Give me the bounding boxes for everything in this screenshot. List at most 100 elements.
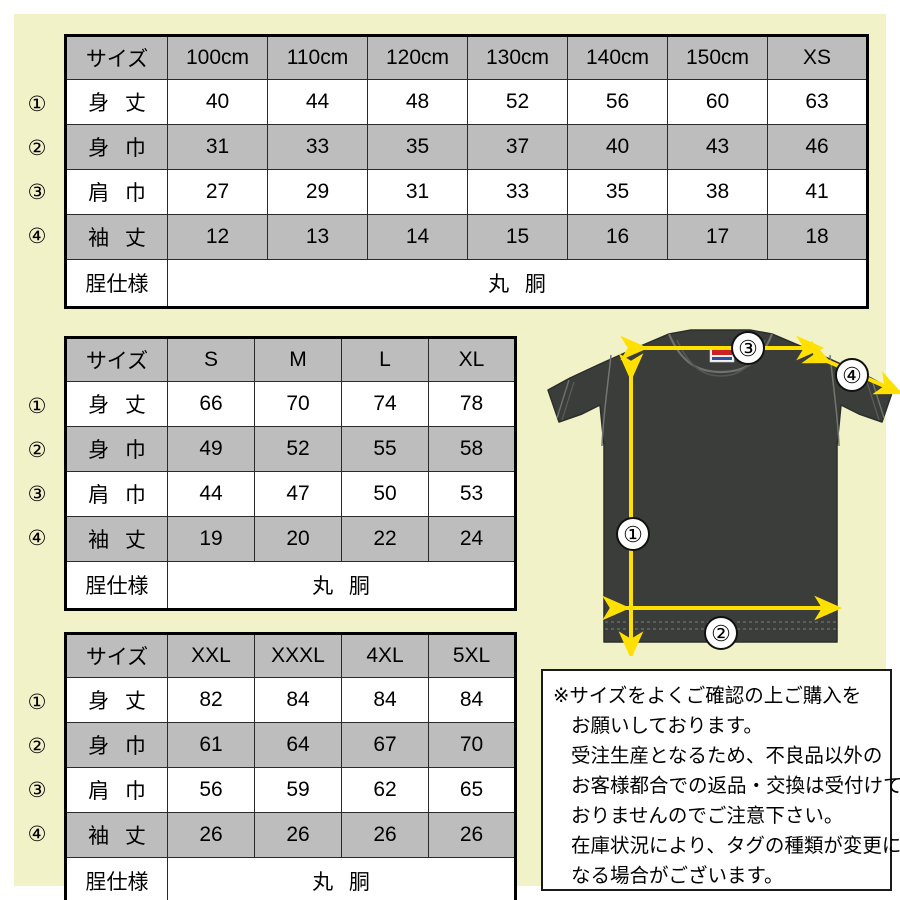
cell-r0-c2: 74: [341, 381, 429, 427]
header-col-6: XS: [767, 35, 868, 80]
table-row-side-spec: 脭仕様 丸 胴: [65, 259, 868, 308]
marker-column-table-1: ① ② ③ ④: [20, 76, 64, 266]
cell-r0-c1: 44: [267, 79, 368, 125]
note-line-6: なる場合がございます。: [571, 865, 784, 887]
table-row: 袖 丈 19 20 22 24: [65, 516, 516, 562]
cell-r1-c3: 37: [467, 124, 568, 170]
cell-r1-c3: 70: [428, 722, 516, 768]
header-col-1: XXXL: [254, 633, 342, 678]
cell-r2-c0: 27: [167, 169, 268, 215]
marker-3-table-1: ③: [27, 180, 47, 204]
cell-r3-c1: 20: [254, 516, 342, 562]
row-label-body-length: 身 丈: [65, 79, 168, 125]
cell-r2-c2: 31: [367, 169, 468, 215]
cell-r1-c2: 67: [341, 722, 429, 768]
cell-r0-c2: 84: [341, 677, 429, 723]
callout-4: ④: [835, 358, 869, 392]
cell-r0-c3: 84: [428, 677, 516, 723]
row-label-shoulder-width: 肩 巾: [65, 169, 168, 215]
header-col-0: 100cm: [167, 35, 268, 80]
cell-r3-c1: 13: [267, 214, 368, 260]
cell-r0-c4: 56: [567, 79, 668, 125]
cell-r3-c0: 26: [167, 812, 255, 858]
cell-r1-c5: 43: [667, 124, 768, 170]
cell-r3-c3: 24: [428, 516, 516, 562]
cell-r1-c6: 46: [767, 124, 868, 170]
size-table-kids: サイズ 100cm 110cm 120cm 130cm 140cm 150cm …: [64, 34, 869, 309]
table-row: 肩 巾 56 59 62 65: [65, 767, 516, 813]
cell-r1-c3: 58: [428, 426, 516, 472]
cell-r3-c2: 14: [367, 214, 468, 260]
cell-r2-c0: 44: [167, 471, 255, 517]
tshirt-diagram: ① ② ③ ④: [541, 326, 900, 656]
note-line-0: ※サイズをよくご確認の上ご購入を: [553, 685, 862, 707]
brand-tag-line: [712, 357, 732, 360]
note-line-1: お願いしております。: [571, 715, 763, 737]
cell-r1-c0: 61: [167, 722, 255, 768]
row-label-body-width: 身 巾: [65, 426, 168, 472]
cell-r0-c0: 82: [167, 677, 255, 723]
note-line-5: 在庫状況により、タグの種類が変更に: [571, 835, 900, 857]
cell-r1-c0: 49: [167, 426, 255, 472]
marker-3-table-3: ③: [27, 778, 47, 802]
marker-4-table-2: ④: [27, 526, 47, 550]
table-row: 身 巾 61 64 67 70: [65, 722, 516, 768]
header-size-label: サイズ: [65, 633, 168, 678]
note-line-3: お客様都合での返品・交換は受付けて: [571, 775, 900, 797]
cell-r2-c0: 56: [167, 767, 255, 813]
cell-side-spec-value: 丸 胴: [167, 857, 516, 900]
row-label-sleeve-length: 袖 丈: [65, 516, 168, 562]
table-row-header: サイズ XXL XXXL 4XL 5XL: [65, 633, 516, 678]
marker-1-table-1: ①: [27, 92, 47, 116]
marker-1-table-2: ①: [27, 394, 47, 418]
cell-r2-c6: 41: [767, 169, 868, 215]
shirt-seam-left: [601, 354, 612, 447]
cell-r1-c1: 64: [254, 722, 342, 768]
table-row: 肩 巾 44 47 50 53: [65, 471, 516, 517]
callout-3: ③: [731, 331, 765, 365]
header-col-5: 150cm: [667, 35, 768, 80]
row-label-body-length: 身 丈: [65, 677, 168, 723]
table-row: 身 丈 40 44 48 52 56 60 63: [65, 79, 868, 125]
marker-2-table-2: ②: [27, 438, 47, 462]
shirt-cuff-left-2: [561, 381, 575, 421]
row-label-body-width: 身 巾: [65, 124, 168, 170]
cell-r2-c4: 35: [567, 169, 668, 215]
header-col-3: 130cm: [467, 35, 568, 80]
cell-r0-c6: 63: [767, 79, 868, 125]
marker-2-table-3: ②: [27, 734, 47, 758]
marker-4-table-3: ④: [27, 822, 47, 846]
cell-r1-c0: 31: [167, 124, 268, 170]
header-col-1: M: [254, 337, 342, 382]
table-row: 身 丈 66 70 74 78: [65, 381, 516, 427]
cell-r0-c3: 52: [467, 79, 568, 125]
table-row: 身 巾 49 52 55 58: [65, 426, 516, 472]
cell-r0-c2: 48: [367, 79, 468, 125]
cell-r2-c2: 62: [341, 767, 429, 813]
cell-r2-c3: 65: [428, 767, 516, 813]
header-col-0: XXL: [167, 633, 255, 678]
cell-r3-c2: 22: [341, 516, 429, 562]
cell-r2-c1: 59: [254, 767, 342, 813]
marker-column-table-3: ① ② ③ ④: [20, 674, 64, 864]
chart-canvas: ① ② ③ ④ サイズ 100cm 110cm 120cm 130cm 140c…: [14, 14, 900, 900]
row-label-body-length: 身 丈: [65, 381, 168, 427]
header-col-3: 5XL: [428, 633, 516, 678]
cell-r2-c3: 33: [467, 169, 568, 215]
header-size-label: サイズ: [65, 337, 168, 382]
cell-r0-c0: 66: [167, 381, 255, 427]
row-label-sleeve-length: 袖 丈: [65, 214, 168, 260]
cell-r3-c4: 16: [567, 214, 668, 260]
cell-r2-c3: 53: [428, 471, 516, 517]
shirt-cuff-left: [556, 379, 570, 419]
note-line-2: 受注生産となるため、不良品以外の: [571, 745, 883, 767]
table-row: 袖 丈 12 13 14 15 16 17 18: [65, 214, 868, 260]
table-row: 身 巾 31 33 35 37 40 43 46: [65, 124, 868, 170]
cell-r3-c0: 19: [167, 516, 255, 562]
cell-r2-c5: 38: [667, 169, 768, 215]
table-row-header: サイズ S M L XL: [65, 337, 516, 382]
table-row: 身 丈 82 84 84 84: [65, 677, 516, 723]
table-row-side-spec: 脭仕様 丸 胴: [65, 857, 516, 900]
size-table-adult-large: サイズ XXL XXXL 4XL 5XL 身 丈 82 84 84 84 身 巾…: [64, 632, 517, 900]
cell-r0-c1: 84: [254, 677, 342, 723]
